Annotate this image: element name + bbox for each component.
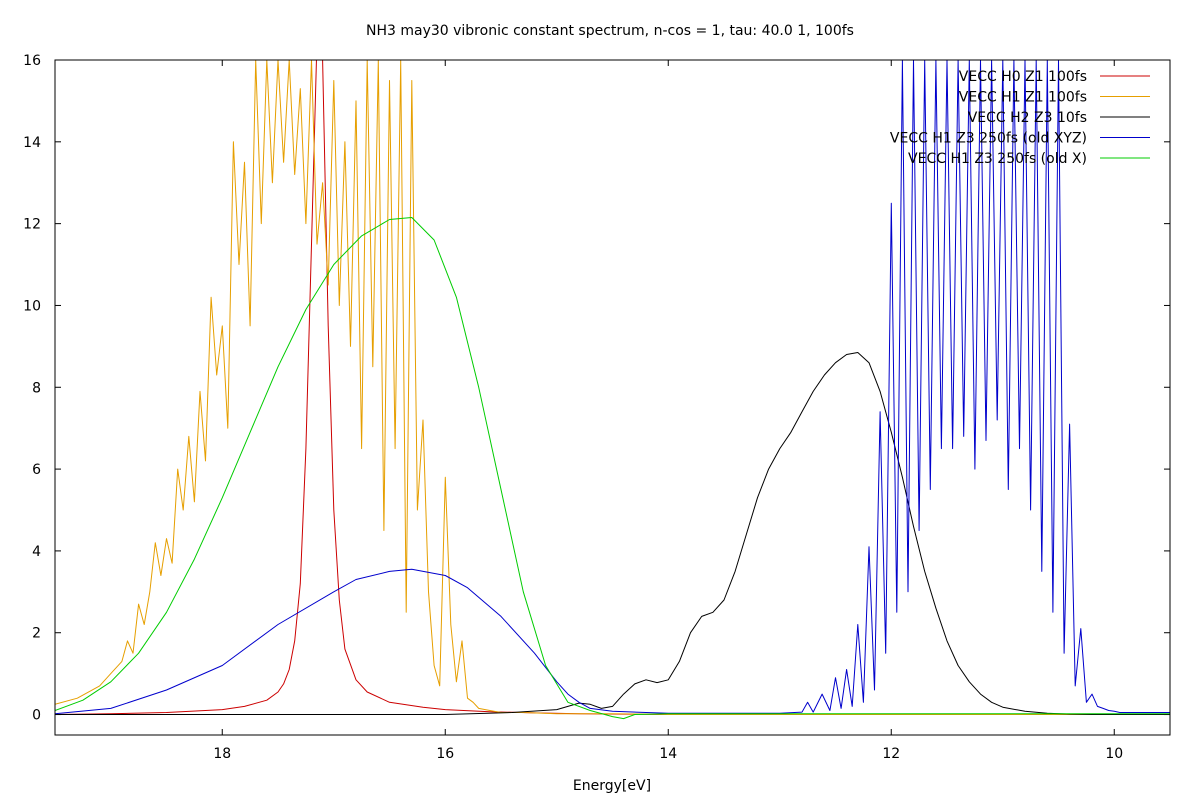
legend-label: VECC H2 Z3 10fs <box>968 110 1087 126</box>
x-axis-label: Energy[eV] <box>573 778 651 794</box>
legend-label: VECC H0 Z1 100fs <box>959 69 1087 85</box>
legend-label: VECC H1 Z1 100fs <box>959 90 1087 106</box>
x-tick-label: 18 <box>213 746 231 762</box>
y-axis-ticks: 0 2 4 6 8 10 12 14 16 <box>23 53 1170 724</box>
chart-title: NH3 may30 vibronic constant spectrum, n-… <box>366 23 854 39</box>
y-tick-label: 6 <box>32 462 41 478</box>
y-tick-label: 12 <box>23 217 41 233</box>
series-line-3 <box>55 352 1170 715</box>
legend: VECC H0 Z1 100fs VECC H1 Z1 100fs VECC H2 … <box>890 69 1150 167</box>
legend-label: VECC H1 Z3 250fs (old XYZ) <box>890 131 1087 147</box>
series-line-1 <box>55 60 1170 715</box>
y-tick-label: 16 <box>23 53 41 69</box>
legend-label: VECC H1 Z3 250fs (old X) <box>908 151 1087 167</box>
series-line-5 <box>55 217 1170 720</box>
plot-frame <box>54 59 1171 736</box>
x-tick-label: 12 <box>882 746 900 762</box>
x-tick-label: 14 <box>659 746 677 762</box>
x-axis-ticks: 18 16 14 12 10 <box>213 60 1123 762</box>
series-line-4 <box>55 60 1170 715</box>
series-layer <box>55 60 1170 720</box>
y-tick-label: 14 <box>23 135 41 151</box>
x-tick-label: 10 <box>1105 746 1123 762</box>
x-tick-label: 16 <box>436 746 454 762</box>
y-tick-label: 0 <box>32 708 41 724</box>
y-tick-label: 4 <box>32 544 41 560</box>
y-tick-label: 2 <box>32 626 41 642</box>
series-line-2 <box>55 60 1170 715</box>
y-tick-label: 10 <box>23 298 41 314</box>
y-tick-label: 8 <box>32 380 41 396</box>
